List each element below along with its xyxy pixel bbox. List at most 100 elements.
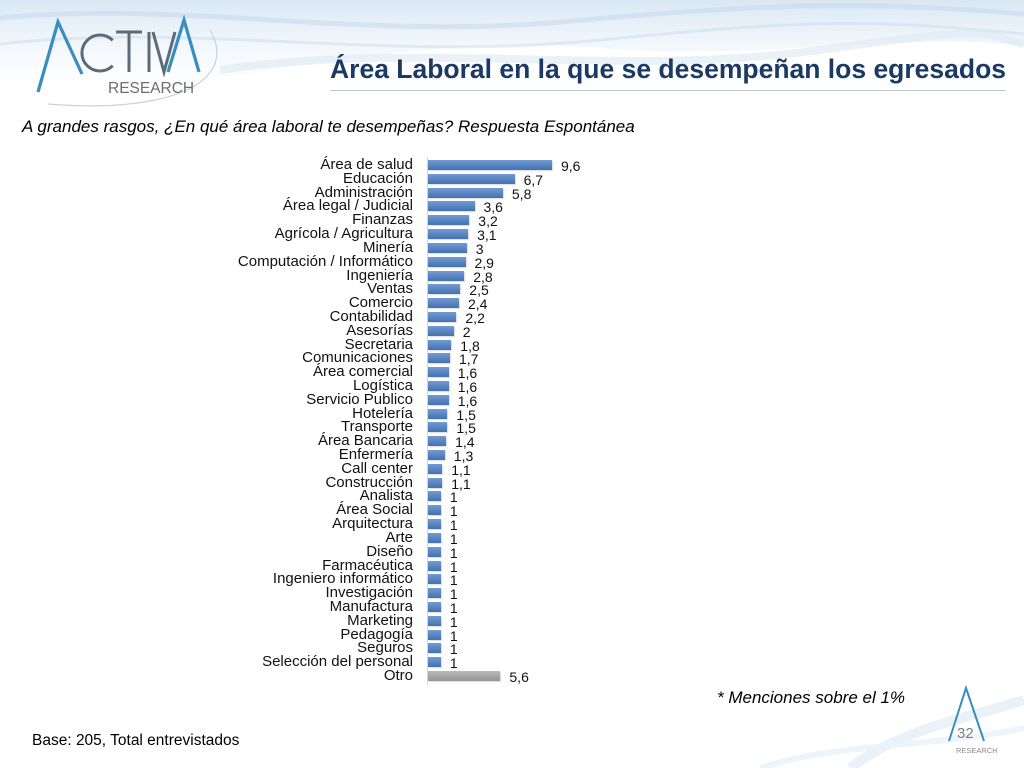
category-label: Manufactura — [329, 597, 413, 615]
title-divider — [330, 90, 1006, 91]
value-label: 1,7 — [459, 351, 479, 368]
logo-letter-a — [36, 17, 84, 93]
category-label: Seguros — [357, 639, 413, 657]
value-label: 1 — [449, 641, 458, 658]
category-label: Agrícola / Agricultura — [274, 225, 413, 243]
bar — [428, 173, 515, 184]
value-label: 1 — [449, 586, 458, 603]
category-label: Área legal / Judicial — [282, 197, 413, 215]
value-label: 1,5 — [456, 420, 476, 437]
bar — [428, 546, 441, 557]
value-label: 6,7 — [523, 171, 544, 188]
bar — [428, 394, 449, 405]
category-label: Ingeniería — [346, 266, 413, 284]
category-label: Área de salud — [320, 156, 413, 173]
category-label: Finanzas — [352, 211, 413, 229]
bar — [428, 256, 466, 267]
logo-swoosh — [47, 29, 218, 107]
logo-letter-t — [116, 30, 142, 72]
bar — [428, 242, 467, 253]
value-label: 1 — [449, 503, 458, 520]
bar — [428, 160, 552, 170]
bar — [428, 463, 443, 474]
value-label: 1 — [449, 599, 458, 616]
bar — [428, 422, 448, 433]
category-label: Analista — [359, 487, 413, 505]
category-label: Diseño — [366, 542, 413, 560]
bar — [428, 408, 448, 419]
category-label: Área Social — [336, 501, 413, 519]
value-label: 1,6 — [457, 365, 478, 382]
bar — [428, 229, 469, 240]
value-label: 9,6 — [561, 158, 581, 174]
value-label: 5,8 — [511, 185, 532, 202]
logo-letter-c — [80, 33, 114, 73]
value-label: 2,5 — [469, 282, 489, 299]
value-label: 1,6 — [457, 379, 478, 395]
bar — [428, 201, 475, 212]
category-label: Educación — [342, 169, 413, 187]
value-label: 1 — [449, 530, 458, 547]
bar — [428, 560, 441, 571]
value-label: 1,3 — [453, 448, 474, 464]
category-label: Servicio Publico — [306, 390, 413, 408]
chart-note: * Menciones sobre el 1% — [717, 688, 906, 707]
question-subtitle: A grandes rasgos, ¿En qué área laboral t… — [22, 117, 635, 136]
category-label: Ventas — [367, 280, 413, 298]
category-label: Secretaria — [344, 335, 413, 353]
bar — [428, 187, 503, 198]
page-number: 32 — [957, 725, 974, 742]
category-label: Enfermería — [338, 446, 413, 463]
category-label: Hotelería — [352, 404, 413, 422]
logo-letter-v — [151, 31, 177, 78]
bar — [428, 505, 441, 516]
value-label: 3,2 — [478, 213, 498, 230]
category-label: Otro — [383, 667, 413, 684]
bar — [428, 325, 454, 336]
bar — [428, 491, 441, 502]
value-label: 1 — [449, 517, 458, 534]
sample-base: Base: 205, Total entrevistados — [32, 732, 240, 749]
bar — [428, 588, 441, 599]
category-label: Selección del personal — [262, 653, 413, 671]
bar — [428, 311, 457, 322]
bar — [428, 215, 470, 226]
value-label: 1 — [449, 613, 458, 630]
bar — [428, 532, 441, 543]
bar — [428, 298, 459, 309]
category-label: Ingeniero informático — [272, 570, 413, 588]
category-label: Marketing — [347, 611, 413, 629]
bar — [428, 436, 447, 447]
bar — [428, 284, 461, 295]
value-label: 1,5 — [456, 406, 476, 423]
logo-tagline: RESEARCH — [108, 80, 194, 97]
value-label: 1 — [449, 627, 458, 644]
category-label: Pedagogía — [340, 625, 413, 643]
footer-logo-tagline: RESEARCH — [956, 746, 998, 755]
bar — [428, 477, 443, 488]
value-label: 1 — [449, 655, 458, 672]
category-label: Área comercial — [312, 363, 413, 381]
category-label: Minería — [362, 238, 413, 256]
category-label: Construcción — [325, 473, 413, 491]
bar — [428, 657, 441, 668]
value-label: 1 — [449, 544, 458, 561]
category-label: Comunicaciones — [302, 349, 413, 367]
category-label: Administración — [314, 183, 413, 201]
slide-title: Área Laboral en la que se desempeñan los… — [330, 54, 1007, 84]
value-label: 1,6 — [457, 392, 478, 409]
category-label: Contabilidad — [329, 307, 413, 325]
category-label: Transporte — [341, 418, 413, 436]
category-label: Arte — [385, 528, 413, 546]
category-axis-line — [427, 157, 428, 685]
value-label: 1 — [449, 489, 458, 506]
category-label: Arquitectura — [332, 515, 413, 533]
category-label: Comercio — [348, 294, 413, 312]
value-label: 3,6 — [483, 199, 503, 216]
value-label: 2,9 — [474, 254, 494, 271]
value-label: 2,2 — [465, 309, 485, 326]
category-label: Call center — [341, 459, 413, 477]
bar — [428, 574, 441, 585]
